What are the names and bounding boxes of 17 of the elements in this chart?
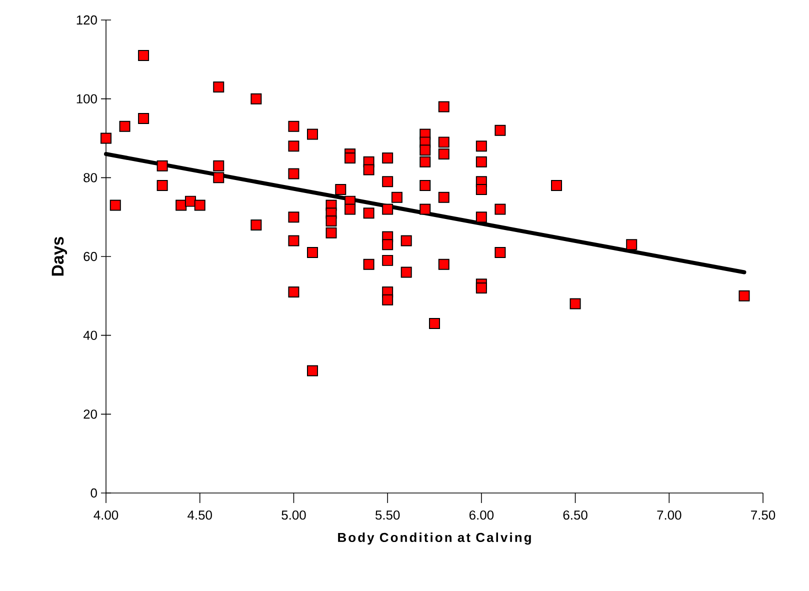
x-tick-label: 6.50 [563, 510, 588, 520]
x-tick-label: 7.00 [657, 510, 682, 520]
y-tick-label: 60 [84, 252, 97, 262]
y-axis-title: Days [52, 236, 68, 276]
x-tick-label: 6.00 [469, 510, 494, 520]
x-axis-title: Body Condition at Calving [338, 532, 531, 545]
x-tick-label: 4.50 [188, 510, 212, 520]
y-tick-label: 40 [83, 330, 97, 340]
x-tick-label: 4.00 [94, 510, 118, 520]
y-tick-label: 120 [76, 15, 97, 25]
x-tick-label: 7.50 [751, 510, 776, 520]
y-tick-label: 100 [76, 94, 97, 104]
y-tick-label: 80 [84, 173, 97, 182]
y-tick-label: 0 [90, 488, 97, 498]
y-tick-label: 20 [84, 410, 97, 419]
x-tick-label: 5.50 [375, 510, 400, 520]
x-tick-label: 5.00 [282, 510, 306, 520]
